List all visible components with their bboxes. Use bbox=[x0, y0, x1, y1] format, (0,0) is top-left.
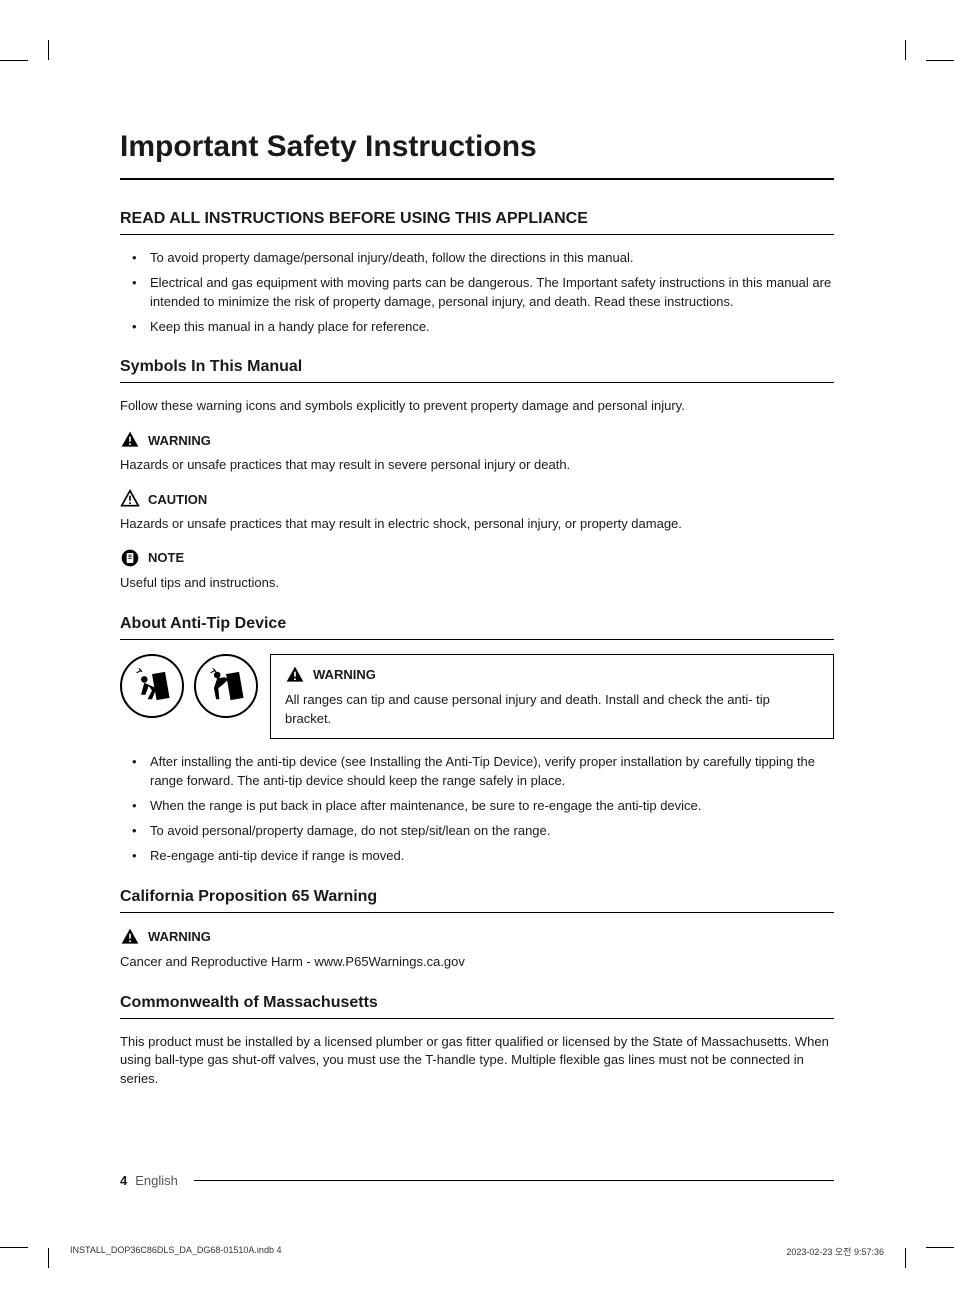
note-label: NOTE bbox=[148, 550, 184, 565]
list-item: Keep this manual in a handy place for re… bbox=[150, 318, 834, 337]
page-title: Important Safety Instructions bbox=[120, 130, 834, 180]
page-number: 4 bbox=[120, 1173, 127, 1188]
section-mass-title: Commonwealth of Massachusetts bbox=[120, 994, 834, 1019]
print-metadata: INSTALL_DOP36C86DLS_DA_DG68-01510A.indb … bbox=[70, 1245, 884, 1258]
section-prop65-title: California Proposition 65 Warning bbox=[120, 888, 834, 913]
print-file: INSTALL_DOP36C86DLS_DA_DG68-01510A.indb … bbox=[70, 1245, 281, 1258]
caution-icon bbox=[120, 489, 140, 509]
list-item: Re-engage anti-tip device if range is mo… bbox=[150, 847, 834, 866]
caution-label: CAUTION bbox=[148, 492, 207, 507]
antitip-bullets: After installing the anti-tip device (se… bbox=[120, 753, 834, 865]
prop65-warning-row: WARNING bbox=[120, 927, 834, 947]
mass-text: This product must be installed by a lice… bbox=[120, 1033, 834, 1090]
page-footer: 4 English bbox=[120, 1173, 834, 1188]
warning-icon bbox=[285, 665, 305, 685]
page-content: Important Safety Instructions READ ALL I… bbox=[120, 130, 834, 1208]
caution-symbol-row: CAUTION bbox=[120, 489, 834, 509]
antitip-row: WARNING All ranges can tip and cause per… bbox=[120, 654, 834, 740]
warning-label: WARNING bbox=[148, 433, 211, 448]
note-text: Useful tips and instructions. bbox=[120, 574, 834, 593]
list-item: Electrical and gas equipment with moving… bbox=[150, 274, 834, 312]
list-item: To avoid personal/property damage, do no… bbox=[150, 822, 834, 841]
warning-symbol-row: WARNING bbox=[120, 430, 834, 450]
section-antitip-title: About Anti-Tip Device bbox=[120, 615, 834, 640]
section-read-all-title: READ ALL INSTRUCTIONS BEFORE USING THIS … bbox=[120, 210, 834, 235]
note-symbol-row: NOTE bbox=[120, 548, 834, 568]
antitip-box-label: WARNING bbox=[313, 667, 376, 682]
list-item: After installing the anti-tip device (se… bbox=[150, 753, 834, 791]
antitip-adult-icon bbox=[194, 654, 258, 718]
section-symbols-title: Symbols In This Manual bbox=[120, 358, 834, 383]
prop65-warning-label: WARNING bbox=[148, 929, 211, 944]
antitip-icons bbox=[120, 654, 258, 740]
list-item: To avoid property damage/personal injury… bbox=[150, 249, 834, 268]
warning-text: Hazards or unsafe practices that may res… bbox=[120, 456, 834, 475]
prop65-text: Cancer and Reproductive Harm - www.P65Wa… bbox=[120, 953, 834, 972]
antitip-box-text: All ranges can tip and cause personal in… bbox=[285, 691, 819, 729]
print-timestamp: 2023-02-23 오전 9:57:36 bbox=[786, 1245, 884, 1258]
symbols-intro: Follow these warning icons and symbols e… bbox=[120, 397, 834, 416]
read-all-bullets: To avoid property damage/personal injury… bbox=[120, 249, 834, 336]
footer-language: English bbox=[135, 1173, 178, 1188]
note-icon bbox=[120, 548, 140, 568]
footer-rule bbox=[194, 1180, 834, 1181]
warning-icon bbox=[120, 927, 140, 947]
warning-icon bbox=[120, 430, 140, 450]
caution-text: Hazards or unsafe practices that may res… bbox=[120, 515, 834, 534]
list-item: When the range is put back in place afte… bbox=[150, 797, 834, 816]
antitip-warning-box: WARNING All ranges can tip and cause per… bbox=[270, 654, 834, 740]
antitip-child-icon bbox=[120, 654, 184, 718]
